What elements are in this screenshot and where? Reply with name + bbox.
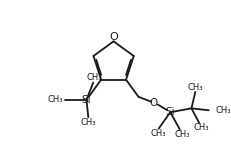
Text: CH₃: CH₃ xyxy=(48,95,63,104)
Text: O: O xyxy=(149,98,157,108)
Text: CH₃: CH₃ xyxy=(86,73,101,82)
Text: CH₃: CH₃ xyxy=(192,123,208,132)
Text: Si: Si xyxy=(165,107,174,117)
Text: O: O xyxy=(109,32,118,42)
Text: Si: Si xyxy=(81,95,91,105)
Text: CH₃: CH₃ xyxy=(173,130,189,139)
Text: CH₃: CH₃ xyxy=(149,129,165,138)
Text: CH₃: CH₃ xyxy=(187,83,202,92)
Text: CH₃: CH₃ xyxy=(80,118,96,127)
Text: CH₃: CH₃ xyxy=(215,106,230,115)
